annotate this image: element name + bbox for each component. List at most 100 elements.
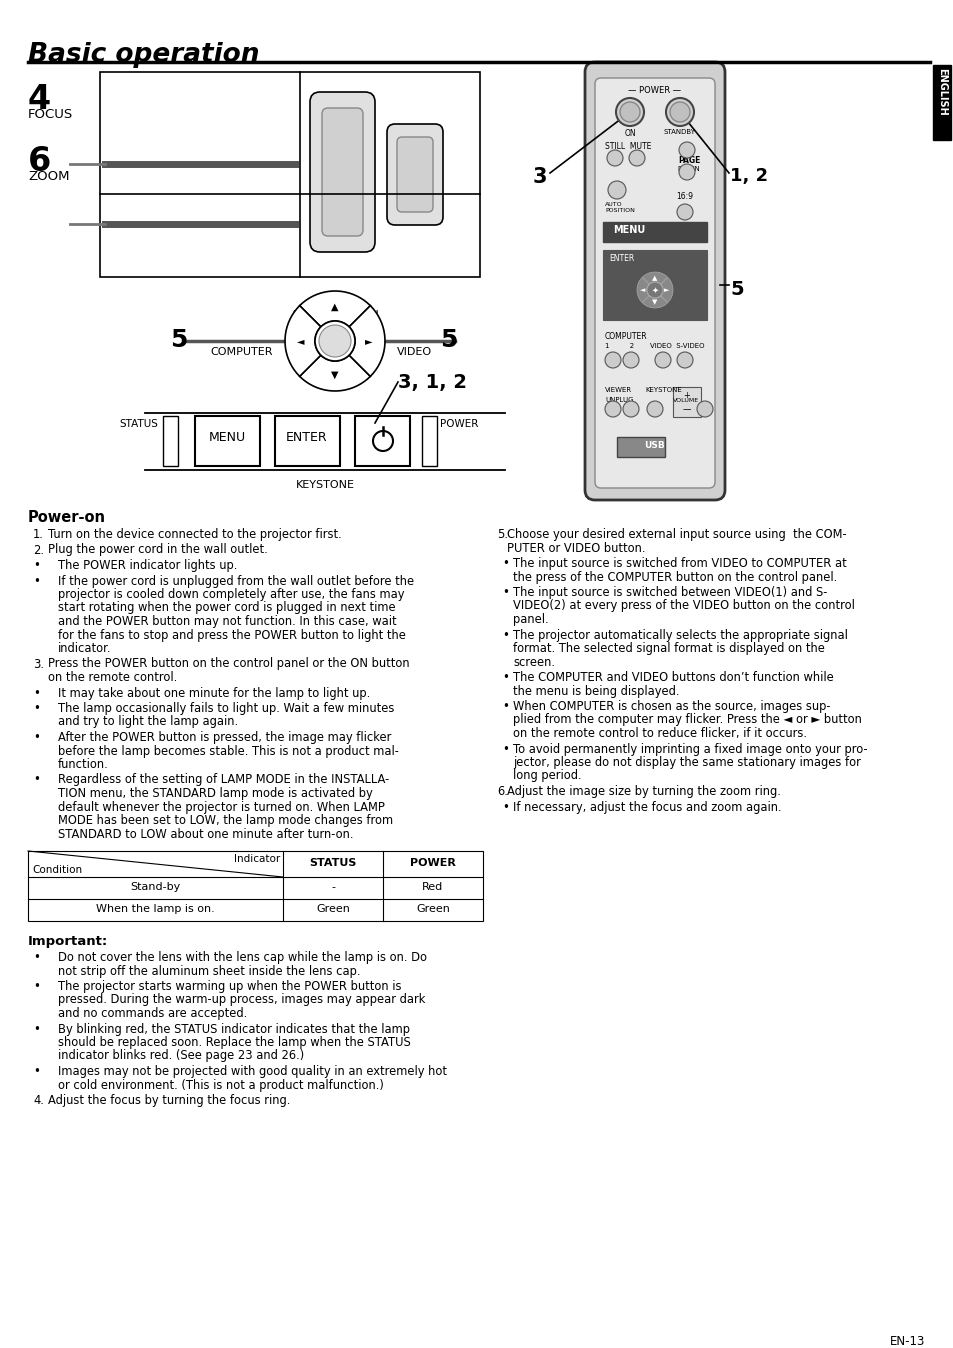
Text: Adjust the focus by turning the focus ring.: Adjust the focus by turning the focus ri…: [48, 1095, 290, 1107]
Polygon shape: [285, 306, 320, 376]
Bar: [602, 222, 706, 243]
Polygon shape: [637, 278, 649, 302]
Text: panel.: panel.: [513, 613, 548, 625]
Text: COMPUTER: COMPUTER: [211, 346, 273, 357]
Text: POWER: POWER: [410, 857, 456, 868]
Text: MENU: MENU: [208, 431, 245, 443]
Text: ▼: ▼: [331, 369, 338, 380]
Text: Stand-by: Stand-by: [130, 882, 180, 892]
Text: indicator.: indicator.: [58, 642, 112, 655]
Text: Power-on: Power-on: [28, 510, 106, 524]
Text: •: •: [33, 1023, 40, 1035]
Polygon shape: [349, 306, 385, 376]
Text: •: •: [33, 702, 40, 714]
Text: MODE has been set to LOW, the lamp mode changes from: MODE has been set to LOW, the lamp mode …: [58, 814, 393, 828]
Text: By blinking red, the STATUS indicator indicates that the lamp: By blinking red, the STATUS indicator in…: [58, 1023, 410, 1035]
Text: ▲: ▲: [331, 302, 338, 311]
Text: •: •: [33, 731, 40, 744]
Text: STATUS: STATUS: [119, 419, 158, 429]
Bar: [672, 387, 700, 417]
Text: The projector automatically selects the appropriate signal: The projector automatically selects the …: [513, 628, 847, 642]
Text: ▼: ▼: [652, 299, 657, 305]
Circle shape: [622, 400, 639, 417]
Text: ENGLISH: ENGLISH: [936, 67, 946, 116]
Polygon shape: [641, 272, 667, 284]
Text: ON: ON: [623, 129, 635, 137]
Text: •: •: [501, 743, 509, 755]
Circle shape: [677, 204, 692, 220]
Text: MENU: MENU: [613, 225, 644, 235]
Text: Green: Green: [315, 905, 350, 914]
Text: •: •: [501, 628, 509, 642]
Polygon shape: [660, 278, 672, 302]
Circle shape: [697, 400, 712, 417]
Bar: [617, 437, 664, 457]
Text: 5.: 5.: [497, 528, 507, 541]
Circle shape: [646, 400, 662, 417]
Bar: [274, 417, 339, 466]
Text: Important:: Important:: [28, 936, 108, 948]
Text: Do not cover the lens with the lens cap while the lamp is on. Do: Do not cover the lens with the lens cap …: [58, 950, 427, 964]
Text: TION menu, the STANDARD lamp mode is activated by: TION menu, the STANDARD lamp mode is act…: [58, 787, 373, 799]
Text: 16:9: 16:9: [676, 191, 693, 201]
FancyBboxPatch shape: [310, 92, 375, 252]
Text: —: —: [682, 404, 691, 414]
Text: jector, please do not display the same stationary images for: jector, please do not display the same s…: [513, 756, 860, 768]
Text: 6: 6: [28, 146, 51, 178]
Text: KEYSTONE: KEYSTONE: [644, 387, 681, 394]
Text: plied from the computer may flicker. Press the ◄ or ► button: plied from the computer may flicker. Pre…: [513, 713, 861, 727]
Text: 5: 5: [729, 280, 742, 299]
Text: should be replaced soon. Replace the lamp when the STATUS: should be replaced soon. Replace the lam…: [58, 1037, 411, 1049]
Text: Green: Green: [416, 905, 450, 914]
Text: The input source is switched between VIDEO(1) and S-: The input source is switched between VID…: [513, 586, 826, 599]
Bar: [28, 851, 482, 921]
Text: The POWER indicator lights up.: The POWER indicator lights up.: [58, 559, 237, 572]
Text: long period.: long period.: [513, 770, 581, 782]
Text: 1.: 1.: [33, 528, 44, 541]
Text: pressed. During the warm-up process, images may appear dark: pressed. During the warm-up process, ima…: [58, 993, 425, 1007]
Text: VIEWER: VIEWER: [604, 387, 632, 394]
FancyBboxPatch shape: [595, 78, 714, 488]
Text: Turn on the device connected to the projector first.: Turn on the device connected to the proj…: [48, 528, 341, 541]
Text: 3.: 3.: [33, 658, 44, 670]
Circle shape: [646, 282, 662, 298]
Text: COMPUTER: COMPUTER: [604, 332, 647, 341]
Text: •: •: [501, 671, 509, 683]
Text: Choose your desired external input source using  the COM-: Choose your desired external input sourc…: [506, 528, 845, 541]
Text: 3: 3: [533, 167, 547, 187]
Text: 2.: 2.: [33, 543, 44, 557]
Circle shape: [669, 102, 689, 123]
Text: Regardless of the setting of LAMP MODE in the INSTALLA-: Regardless of the setting of LAMP MODE i…: [58, 774, 389, 786]
Circle shape: [607, 181, 625, 200]
Text: not strip off the aluminum sheet inside the lens cap.: not strip off the aluminum sheet inside …: [58, 965, 360, 977]
Text: FOCUS: FOCUS: [28, 108, 73, 121]
Text: ENTER: ENTER: [608, 253, 634, 263]
Text: •: •: [33, 686, 40, 700]
Text: ✦: ✦: [651, 286, 658, 294]
Text: on the remote control to reduce flicker, if it occurs.: on the remote control to reduce flicker,…: [513, 727, 806, 740]
Text: and no commands are accepted.: and no commands are accepted.: [58, 1007, 247, 1020]
Circle shape: [604, 352, 620, 368]
Text: and try to light the lamp again.: and try to light the lamp again.: [58, 716, 238, 728]
Bar: [163, 417, 178, 466]
Circle shape: [314, 321, 355, 361]
Text: DOWN: DOWN: [677, 166, 700, 173]
Text: Press the POWER button on the control panel or the ON button: Press the POWER button on the control pa…: [48, 658, 409, 670]
Text: •: •: [33, 559, 40, 572]
Text: PAGE: PAGE: [677, 156, 700, 164]
Text: for the fans to stop and press the POWER button to light the: for the fans to stop and press the POWER…: [58, 628, 405, 642]
Text: AUTO POSITION: AUTO POSITION: [291, 310, 378, 319]
Text: •: •: [33, 574, 40, 588]
Circle shape: [604, 400, 620, 417]
Text: VIDEO(2) at every press of the VIDEO button on the control: VIDEO(2) at every press of the VIDEO but…: [513, 600, 854, 612]
Text: UNPLUG: UNPLUG: [604, 398, 633, 403]
Text: 1, 2: 1, 2: [729, 167, 767, 185]
Text: •: •: [33, 950, 40, 964]
Circle shape: [619, 102, 639, 123]
Polygon shape: [299, 291, 370, 326]
Circle shape: [655, 352, 670, 368]
Bar: [355, 417, 410, 466]
Text: Adjust the image size by turning the zoom ring.: Adjust the image size by turning the zoo…: [506, 785, 781, 798]
Text: screen.: screen.: [513, 655, 555, 669]
Text: Condition: Condition: [32, 865, 82, 875]
